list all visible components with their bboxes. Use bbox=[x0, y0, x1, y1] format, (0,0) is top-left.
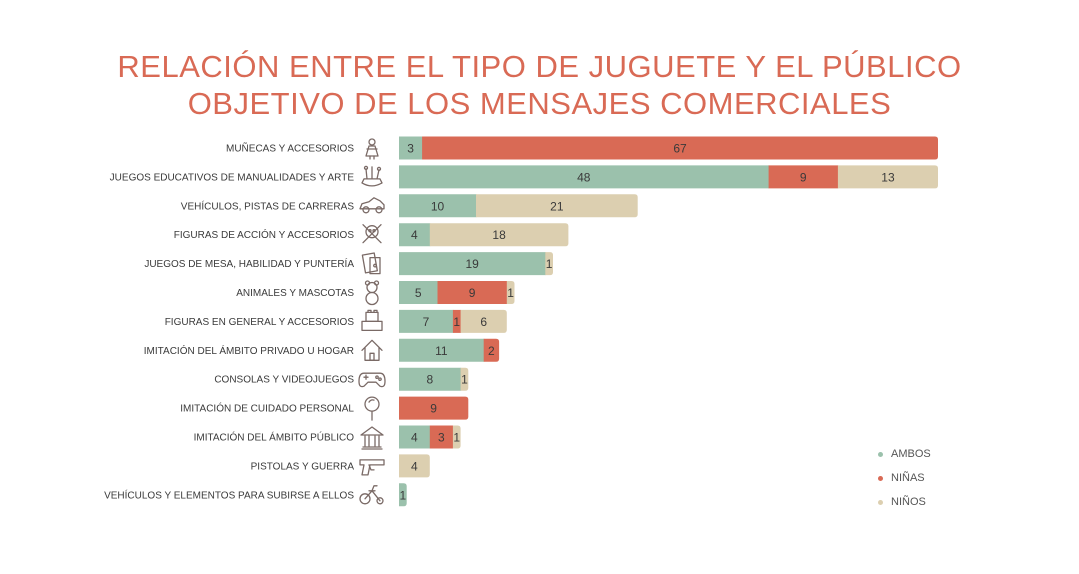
hand-mirror-icon bbox=[364, 396, 380, 421]
bar-value-label: 8 bbox=[426, 373, 433, 387]
bar-value-label: 21 bbox=[550, 199, 564, 213]
category-label: FIGURAS DE ACCIÓN Y ACCESORIOS bbox=[174, 228, 355, 241]
chart-title-line-1: RELACIÓN ENTRE EL TIPO DE JUGUETE Y EL P… bbox=[117, 49, 962, 84]
bar-segment-ninos bbox=[452, 425, 461, 449]
bar-segment-ambos bbox=[399, 194, 477, 218]
bar-value-label: 1 bbox=[453, 315, 460, 329]
bar-value-label: 7 bbox=[423, 315, 430, 329]
bar-segment-ambos bbox=[399, 136, 423, 160]
bar-value-label: 19 bbox=[465, 257, 479, 271]
bar-segment-ninas bbox=[483, 338, 500, 362]
bar-value-label: 67 bbox=[673, 142, 687, 156]
bar-value-label: 4 bbox=[411, 459, 418, 473]
bar-value-label: 5 bbox=[415, 286, 422, 300]
legend-item-ninas: NIÑAS bbox=[878, 466, 931, 490]
legend-swatch-ninos bbox=[878, 499, 883, 505]
house-icon bbox=[361, 339, 383, 361]
category-label: JUEGOS DE MESA, HABILIDAD Y PUNTERÍA bbox=[144, 257, 354, 270]
art-supplies-icon bbox=[361, 165, 383, 187]
bar-segment-ninos bbox=[460, 367, 469, 391]
bar-segment-ambos bbox=[399, 281, 438, 304]
legend-item-ninos: NIÑOS bbox=[878, 490, 931, 514]
category-label: IMITACIÓN DEL ÁMBITO PÚBLICO bbox=[194, 431, 355, 444]
bar-value-label: 11 bbox=[435, 344, 448, 358]
doll-icon bbox=[365, 138, 379, 160]
bar-value-label: 1 bbox=[400, 488, 407, 502]
bar-value-label: 10 bbox=[431, 199, 445, 213]
bar-value-label: 13 bbox=[881, 170, 895, 184]
legend: AMBOS NIÑAS NIÑOS bbox=[878, 442, 931, 514]
bar-segment-ambos bbox=[399, 338, 485, 362]
action-figure-icon bbox=[362, 224, 382, 244]
category-label: JUEGOS EDUCATIVOS DE MANUALIDADES Y ARTE bbox=[110, 172, 355, 183]
bar-value-label: 4 bbox=[411, 228, 418, 242]
bar-segment-ambos bbox=[399, 367, 462, 391]
legend-swatch-ambos bbox=[878, 451, 883, 457]
bar-segment-ninos bbox=[429, 223, 569, 247]
bar-value-label: 3 bbox=[438, 431, 445, 445]
chart-title-line-2: OBJETIVO DE LOS MENSAJES COMERCIALES bbox=[187, 86, 892, 121]
bar-segment-ninas bbox=[437, 281, 508, 304]
bar-segment-ambos bbox=[399, 425, 431, 449]
bar-segment-ninos bbox=[837, 165, 938, 189]
bar-segment-ninas bbox=[399, 396, 469, 420]
teddy-bear-icon bbox=[364, 280, 380, 306]
legend-swatch-ninas bbox=[878, 475, 883, 481]
building-blocks-icon bbox=[361, 309, 383, 332]
bar-value-label: 9 bbox=[800, 170, 807, 184]
legend-label-ninas: NIÑAS bbox=[891, 472, 925, 484]
category-label: IMITACIÓN DE CUIDADO PERSONAL bbox=[180, 402, 354, 415]
bar-value-label: 48 bbox=[577, 170, 591, 184]
category-label: VEHÍCULOS, PISTAS DE CARRERAS bbox=[181, 199, 355, 212]
bar-segment-ninas bbox=[422, 136, 939, 160]
legend-label-ambos: AMBOS bbox=[891, 448, 931, 460]
bar-segment-ambos bbox=[399, 223, 431, 247]
category-label: VEHÍCULOS Y ELEMENTOS PARA SUBIRSE A ELL… bbox=[104, 488, 354, 501]
category-label: PISTOLAS Y GUERRA bbox=[251, 461, 355, 472]
gamepad-icon bbox=[358, 372, 386, 388]
bar-value-label: 9 bbox=[430, 402, 437, 416]
category-label: ANIMALES Y MASCOTAS bbox=[236, 288, 354, 299]
public-building-icon bbox=[360, 426, 384, 450]
bar-segment-ninas bbox=[429, 425, 454, 449]
category-label: MUÑECAS Y ACCESORIOS bbox=[226, 142, 354, 155]
tricycle-icon bbox=[359, 485, 384, 505]
bar-segment-ninos bbox=[460, 309, 507, 333]
legend-label-ninos: NIÑOS bbox=[891, 496, 926, 508]
bar-value-label: 1 bbox=[507, 286, 514, 300]
category-label: CONSOLAS Y VIDEOJUEGOS bbox=[214, 375, 354, 386]
bar-value-label: 4 bbox=[411, 431, 418, 445]
category-label: FIGURAS EN GENERAL Y ACCESORIOS bbox=[165, 317, 355, 328]
bar-value-label: 1 bbox=[546, 257, 553, 271]
bar-segment-ambos bbox=[399, 252, 546, 276]
bar-segment-ninos bbox=[399, 454, 430, 478]
bar-segment-ambos bbox=[399, 165, 770, 189]
toy-gun-icon bbox=[359, 459, 385, 476]
chart-title: RELACIÓN ENTRE EL TIPO DE JUGUETE Y EL P… bbox=[0, 48, 1079, 122]
bar-value-label: 9 bbox=[469, 286, 476, 300]
bar-segment-ninas bbox=[452, 309, 462, 333]
race-car-icon bbox=[359, 197, 385, 214]
bar-segment-ambos bbox=[399, 309, 454, 333]
bar-value-label: 2 bbox=[488, 344, 495, 358]
category-label: IMITACIÓN DEL ÁMBITO PRIVADO U HOGAR bbox=[144, 344, 354, 357]
legend-item-ambos: AMBOS bbox=[878, 442, 931, 466]
bar-segment-ninos bbox=[506, 281, 515, 304]
bar-segment-ninos bbox=[545, 252, 553, 276]
bar-value-label: 18 bbox=[492, 228, 506, 242]
bar-segment-ninas bbox=[768, 165, 839, 189]
bar-value-label: 1 bbox=[453, 431, 460, 445]
bar-value-label: 6 bbox=[480, 315, 487, 329]
bar-segment-ninos bbox=[476, 194, 638, 218]
bar-segment-ambos bbox=[399, 483, 407, 507]
board-game-icon bbox=[361, 252, 381, 275]
bar-value-label: 1 bbox=[461, 373, 468, 387]
bar-value-label: 3 bbox=[407, 142, 414, 156]
